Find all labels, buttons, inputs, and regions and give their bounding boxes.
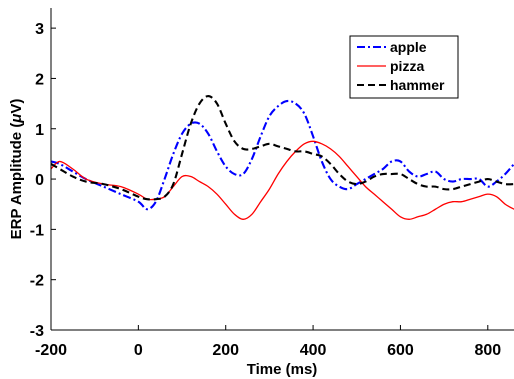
y-axis-label-mu: μ xyxy=(8,114,25,124)
axes-layer xyxy=(50,8,514,331)
y-tick-label: -1 xyxy=(30,222,44,239)
y-tick-label: 0 xyxy=(35,172,44,189)
legend-label-apple: apple xyxy=(390,39,427,55)
x-axis-label: Time (ms) xyxy=(247,361,318,378)
y-tick-label: 1 xyxy=(35,122,44,139)
x-tick-label: 800 xyxy=(474,342,501,359)
ticks-layer: -200 0 200 400 600 800 -3 -2 -1 0 1 2 3 xyxy=(30,21,501,359)
x-tick-label: 0 xyxy=(134,342,143,359)
legend-label-pizza: pizza xyxy=(390,58,424,74)
y-tick-label: -3 xyxy=(30,323,44,340)
legend-label-hammer: hammer xyxy=(390,77,445,93)
series-line-hammer xyxy=(51,95,514,201)
x-tick-label: 400 xyxy=(300,342,327,359)
series-layer xyxy=(51,95,514,220)
y-axis-label: ERP Amplitude (μV) xyxy=(8,99,25,240)
y-axis-label-tail: V) xyxy=(8,99,25,114)
x-tick-label: 600 xyxy=(387,342,414,359)
x-tick-label: -200 xyxy=(35,342,67,359)
y-tick-label: -2 xyxy=(30,273,44,290)
x-tick-label: 200 xyxy=(212,342,239,359)
y-tick-label: 2 xyxy=(35,71,44,88)
series-line-apple xyxy=(51,99,514,211)
y-tick-label: 3 xyxy=(35,21,44,38)
legend-items: apple pizza hammer xyxy=(357,39,445,93)
legend: apple pizza hammer xyxy=(349,35,459,99)
y-axis-label-main: ERP Amplitude ( xyxy=(8,123,25,240)
